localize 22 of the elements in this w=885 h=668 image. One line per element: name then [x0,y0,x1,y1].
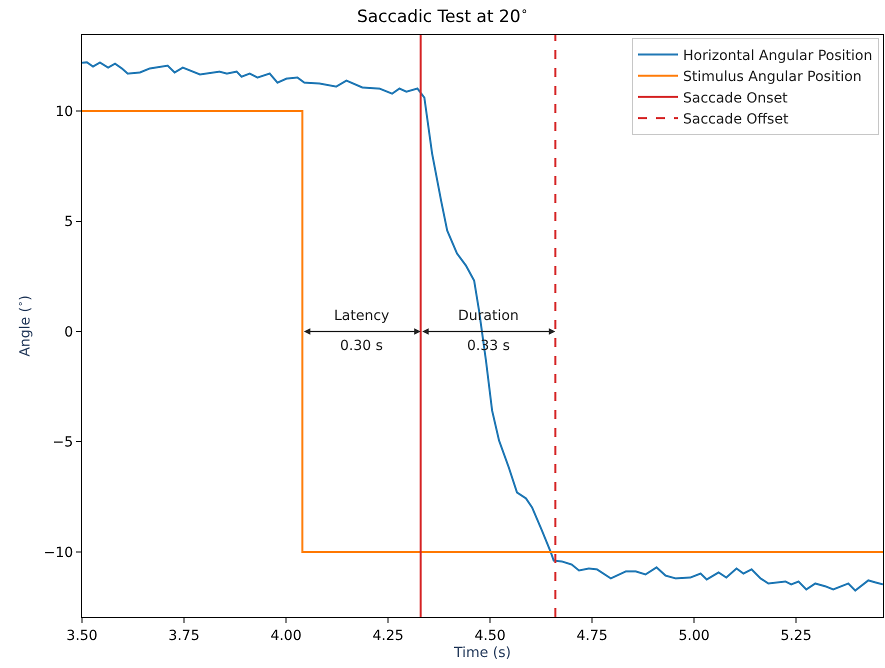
y-tick-label: 10 [55,104,74,120]
x-tick-label: 3.50 [66,628,98,644]
x-tick-label: 3.75 [168,628,200,644]
chart-title: Saccadic Test at 20$^{∘}$ [356,4,528,27]
x-tick-label: 4.50 [474,628,506,644]
x-tick-label: 4.00 [270,628,302,644]
legend-label: Stimulus Angular Position [682,69,862,86]
y-tick-label: 0 [64,324,74,340]
line-series [82,61,883,592]
y-tick-label: −10 [44,544,74,561]
legend-label: Saccade Offset [682,112,789,128]
x-tick-label: 4.75 [576,628,608,644]
y-tick-label: 5 [64,214,74,230]
x-tick-label: 4.25 [372,628,404,644]
x-tick-label: 5.25 [780,628,812,644]
y-tick-label: −5 [52,434,74,451]
annotation: Latency [334,308,390,324]
legend-label: Horizontal Angular Position [682,48,872,64]
legend-label: Saccade Onset [682,90,788,106]
x-tick-label: 5.00 [678,628,710,644]
annotation: 0.30 s [340,338,383,354]
x-axis-title: Time (s) [453,645,511,662]
